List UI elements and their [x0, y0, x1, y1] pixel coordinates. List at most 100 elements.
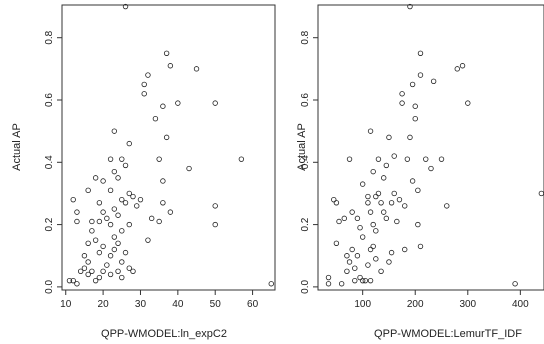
data-point — [444, 203, 450, 209]
data-point — [396, 196, 403, 203]
data-point — [354, 253, 361, 259]
data-point — [96, 274, 103, 281]
data-point — [415, 187, 421, 194]
data-point — [268, 281, 274, 287]
data-point — [370, 221, 376, 228]
data-point — [74, 209, 80, 215]
data-point — [115, 212, 121, 218]
data-point — [85, 187, 91, 194]
data-point — [119, 274, 125, 281]
data-point — [119, 259, 125, 265]
data-point — [352, 265, 358, 271]
data-point — [70, 196, 76, 203]
data-point — [115, 268, 121, 275]
data-point — [85, 271, 91, 278]
data-point — [378, 200, 384, 206]
data-point — [145, 72, 151, 78]
data-point — [100, 209, 106, 215]
data-point — [126, 221, 132, 228]
data-point — [367, 128, 374, 134]
data-point — [402, 246, 408, 253]
data-point — [325, 281, 332, 287]
data-point — [357, 225, 363, 231]
data-point — [186, 165, 192, 172]
data-point — [415, 221, 421, 228]
x-tick-label: 300 — [459, 299, 476, 310]
data-point — [100, 243, 106, 250]
data-point — [430, 78, 437, 85]
data-point — [175, 100, 181, 106]
data-point — [354, 215, 361, 222]
data-point — [160, 178, 166, 184]
data-point — [126, 190, 132, 197]
data-point — [352, 277, 358, 284]
data-point — [373, 193, 379, 200]
data-point — [92, 237, 99, 243]
data-point — [111, 128, 118, 134]
data-point — [160, 200, 166, 206]
data-point — [336, 218, 342, 225]
data-point — [365, 262, 371, 268]
data-point — [100, 178, 106, 184]
data-point — [417, 243, 424, 250]
data-point — [167, 209, 174, 215]
data-point — [409, 81, 416, 88]
data-point — [367, 246, 374, 253]
data-point — [375, 190, 382, 197]
data-point — [349, 246, 355, 253]
data-point — [119, 196, 125, 203]
data-point — [370, 243, 376, 250]
x-tick-label: 20 — [98, 299, 110, 310]
x-tick-label: 200 — [407, 299, 424, 310]
data-point — [119, 228, 125, 234]
data-point — [115, 240, 121, 246]
data-point — [111, 246, 118, 253]
data-point — [134, 203, 140, 209]
data-point — [333, 200, 340, 206]
data-point — [104, 262, 110, 268]
data-point — [89, 228, 95, 234]
x-tick-label: 50 — [210, 299, 222, 310]
data-point — [156, 156, 162, 162]
data-point — [373, 256, 379, 262]
data-point — [122, 249, 129, 256]
x-tick-label: 10 — [60, 299, 72, 310]
y-tick-label: 0.6 — [44, 93, 55, 107]
y-axis-title-right: Actual AP — [296, 123, 308, 171]
y-tick-label: 0.8 — [44, 30, 55, 44]
data-point — [417, 72, 424, 78]
data-point — [412, 103, 418, 109]
data-point — [152, 115, 159, 122]
data-point — [404, 156, 411, 162]
data-point — [346, 156, 353, 162]
y-tick-label: 0.6 — [300, 93, 311, 107]
y-tick-label: 0.2 — [44, 217, 55, 231]
data-point — [107, 221, 114, 228]
data-point — [383, 215, 390, 222]
data-point — [92, 277, 99, 284]
data-point — [399, 91, 405, 97]
data-point — [380, 175, 387, 181]
data-point — [100, 268, 106, 275]
data-point — [331, 196, 337, 203]
data-point — [383, 162, 390, 169]
data-point — [325, 274, 332, 281]
data-point — [407, 3, 413, 10]
data-point — [107, 187, 114, 194]
data-point — [375, 156, 382, 162]
data-point — [338, 281, 345, 287]
data-point — [359, 277, 366, 284]
data-point — [459, 63, 466, 69]
data-point — [141, 81, 147, 88]
y-tick-label: 0.8 — [300, 30, 311, 44]
data-point — [399, 100, 405, 106]
data-point — [212, 203, 218, 209]
data-point — [70, 277, 76, 284]
data-point — [130, 193, 136, 200]
data-point — [367, 277, 374, 284]
data-point — [89, 218, 95, 225]
data-point — [96, 249, 103, 256]
data-point — [122, 3, 129, 10]
data-point — [373, 228, 379, 234]
